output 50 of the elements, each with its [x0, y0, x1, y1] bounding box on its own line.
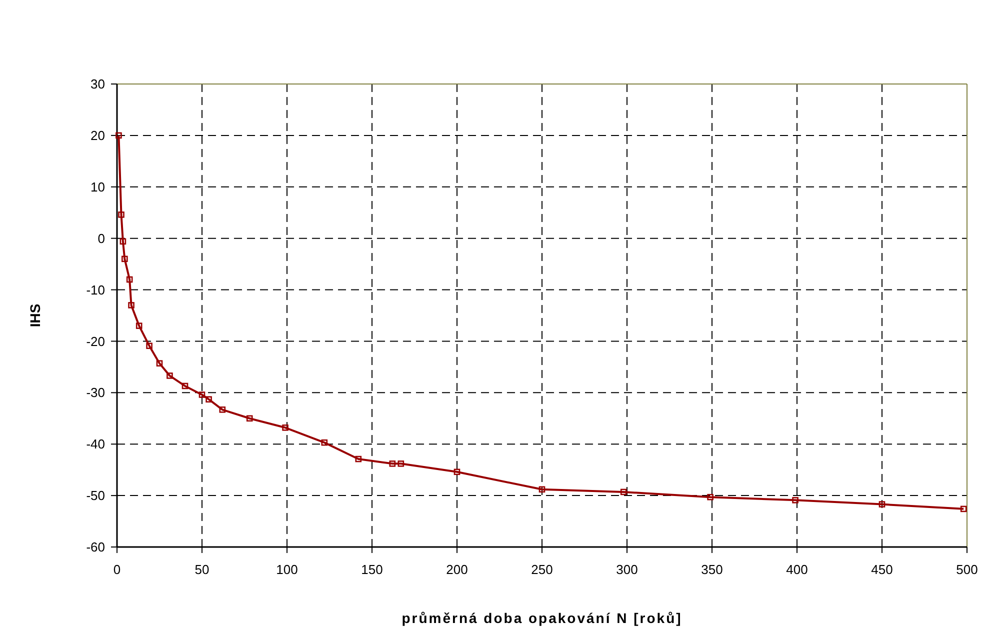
- y-tick-label: -60: [86, 540, 105, 555]
- point: [960, 506, 967, 512]
- point: [156, 360, 163, 366]
- point: [136, 322, 142, 329]
- point: [116, 132, 122, 139]
- y-tick-label: -20: [86, 334, 105, 349]
- point: [128, 302, 134, 308]
- point: [620, 488, 627, 496]
- x-tick-label: 200: [446, 562, 468, 577]
- point: [182, 382, 188, 390]
- point: [321, 439, 328, 446]
- x-tick-label: 350: [701, 562, 723, 577]
- x-tick-label: 500: [956, 562, 978, 577]
- x-tick-label: 150: [361, 562, 383, 577]
- point: [219, 406, 226, 413]
- y-tick-label: -30: [86, 385, 105, 400]
- y-tick-label: -10: [86, 282, 105, 298]
- point: [120, 238, 126, 245]
- y-tick-label: -40: [86, 436, 105, 452]
- point: [282, 424, 288, 431]
- x-tick-label: 0: [113, 562, 121, 577]
- y-tick-label: 0: [98, 230, 105, 246]
- point: [206, 396, 212, 403]
- x-tick-label: 100: [276, 562, 298, 577]
- point: [126, 276, 133, 283]
- y-tick-label: 20: [90, 128, 105, 143]
- point: [878, 501, 886, 508]
- point: [246, 415, 253, 422]
- point: [398, 460, 404, 467]
- point: [146, 342, 152, 349]
- x-tick-label: 450: [871, 562, 893, 577]
- point: [389, 460, 396, 467]
- point: [166, 372, 173, 379]
- y-axis-title: IHS: [27, 304, 43, 328]
- y-tick-label: 30: [90, 76, 105, 92]
- point: [355, 456, 362, 462]
- point: [122, 256, 128, 262]
- point: [538, 486, 546, 493]
- x-tick-label: 300: [616, 562, 638, 577]
- x-tick-label: 50: [194, 562, 210, 577]
- point: [198, 392, 206, 398]
- point: [118, 212, 124, 218]
- point: [792, 497, 798, 504]
- y-tick-label: -50: [86, 488, 105, 504]
- point: [707, 494, 714, 500]
- x-axis-title: průměrná doba opakování N [roků]: [402, 610, 682, 626]
- point: [454, 468, 460, 476]
- y-tick-label: 10: [90, 179, 105, 194]
- x-tick-label: 400: [786, 562, 808, 577]
- x-tick-label: 250: [531, 562, 553, 577]
